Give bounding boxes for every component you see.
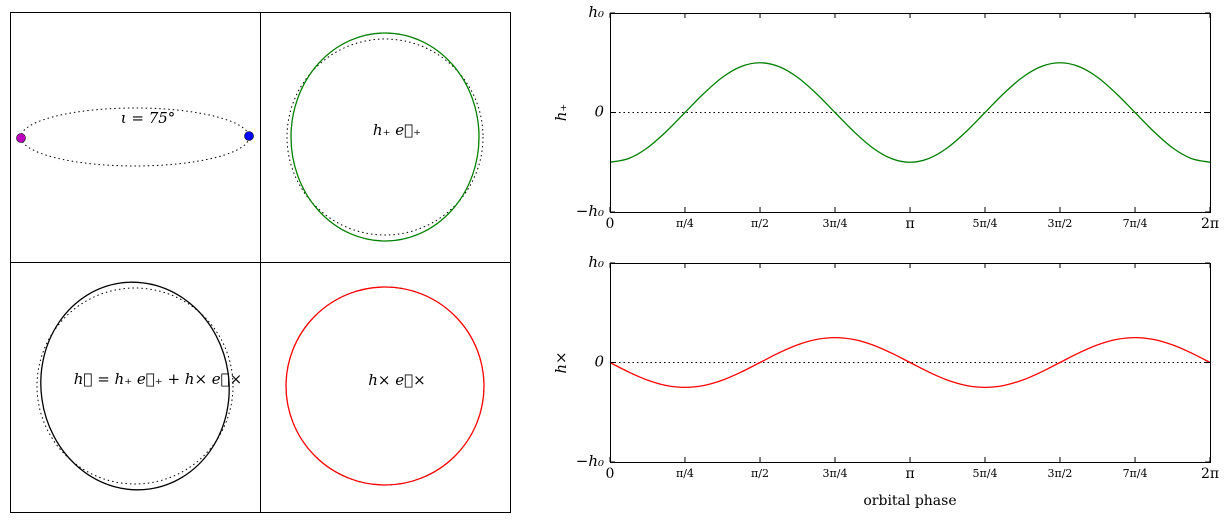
- panel-label: ι = 75°: [121, 109, 176, 127]
- y-tick-label: −h₀: [576, 202, 604, 220]
- x-tick-label: π/4: [676, 467, 694, 480]
- x-tick-label: π: [905, 216, 914, 232]
- x-tick-label: 3π/2: [1048, 467, 1073, 480]
- x-tick-label: 5π/4: [973, 217, 998, 230]
- x-tick-label: 3π/4: [823, 217, 848, 230]
- x-tick-label: 7π/4: [1123, 217, 1148, 230]
- y-tick-label: h₀: [588, 253, 604, 271]
- cross-ring: [285, 286, 485, 486]
- x-tick-label: π/4: [676, 217, 694, 230]
- mass: [244, 131, 254, 141]
- total-ring: [40, 281, 230, 491]
- plus-ring: [290, 32, 480, 242]
- x-tick-label: 0: [606, 466, 615, 482]
- diagram: ι = 75° h₊ e⃡₊ h⃡ = h₊ e⃡₊ + h× e⃡× h× e…: [10, 12, 511, 513]
- y-tick-label: 0: [594, 353, 604, 371]
- y-tick-label: 0: [594, 103, 604, 121]
- y-tick-label: −h₀: [576, 452, 604, 470]
- x-axis-label: orbital phase: [863, 493, 956, 509]
- y-axis-label: h×: [552, 351, 570, 373]
- x-tick-label: π: [905, 466, 914, 482]
- panel-label: h₊ e⃡₊: [373, 121, 421, 139]
- x-tick-label: 2π: [1201, 216, 1219, 232]
- x-tick-label: 5π/4: [973, 467, 998, 480]
- y-tick-label: h₀: [588, 3, 604, 21]
- x-tick-label: 7π/4: [1123, 467, 1148, 480]
- series-line: [609, 62, 1211, 163]
- series-line: [609, 336, 1211, 389]
- ring: [36, 287, 234, 485]
- x-tick-label: 3π/2: [1048, 217, 1073, 230]
- mass: [16, 133, 26, 143]
- x-tick-label: 2π: [1201, 466, 1219, 482]
- x-tick-label: π/2: [751, 217, 769, 230]
- x-tick-label: 3π/4: [823, 467, 848, 480]
- panel-label: h⃡ = h₊ e⃡₊ + h× e⃡×: [74, 370, 242, 388]
- x-tick-label: 0: [606, 216, 615, 232]
- x-tick-label: π/2: [751, 467, 769, 480]
- y-axis-label: h₊: [552, 104, 570, 122]
- panel-label: h× e⃡×: [368, 371, 425, 389]
- ring: [286, 38, 484, 236]
